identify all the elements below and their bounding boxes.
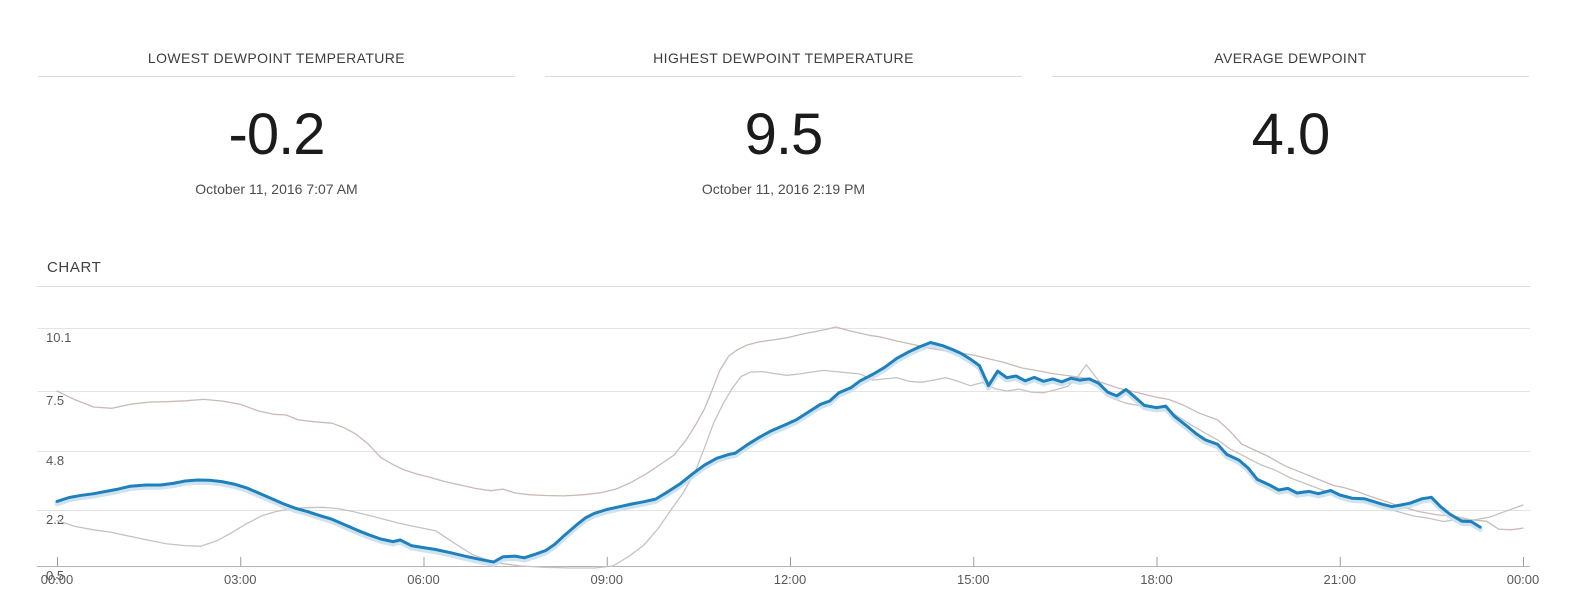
stat-title: AVERAGE DEWPOINT [1052, 51, 1529, 77]
x-tick-label: 00:00 [1507, 572, 1540, 587]
stat-timestamp: October 11, 2016 2:19 PM [701, 181, 866, 197]
stat-value: 9.5 [744, 102, 824, 167]
series-line-dewpoint [55, 341, 1482, 564]
stat-title: LOWEST DEWPOINT TEMPERATURE [38, 51, 515, 77]
stat-value: 4.0 [1251, 102, 1331, 167]
chart-section-divider [37, 286, 1530, 287]
y-tick-label: 10.1 [46, 330, 71, 345]
y-tick-label: 7.5 [46, 393, 64, 408]
series-line-secondary-gray [56, 364, 1524, 569]
stat-title: HIGHEST DEWPOINT TEMPERATURE [545, 51, 1022, 77]
stat-value: -0.2 [228, 102, 326, 167]
series-shadow-dewpoint [54, 342, 1483, 567]
stat-panel-average-dewpoint: AVERAGE DEWPOINT 4.0 [1052, 51, 1529, 197]
stats-row: LOWEST DEWPOINT TEMPERATURE -0.2 October… [38, 51, 1529, 197]
chart-section-title: CHART [47, 259, 102, 276]
x-tick-label: 09:00 [590, 572, 623, 587]
series-line-secondary-rose [56, 326, 1524, 531]
stat-timestamp: October 11, 2016 7:07 AM [195, 181, 358, 197]
y-tick-label: 0.5 [46, 568, 64, 583]
x-tick-label: 18:00 [1140, 572, 1173, 587]
chart-plot-area[interactable] [37, 310, 1530, 566]
x-tick-label: 00:00 [41, 572, 74, 587]
x-tick-label: 03:00 [224, 572, 257, 587]
stat-panel-lowest-dewpoint: LOWEST DEWPOINT TEMPERATURE -0.2 October… [38, 51, 515, 197]
y-tick-label: 2.2 [46, 512, 64, 527]
stat-panel-highest-dewpoint: HIGHEST DEWPOINT TEMPERATURE 9.5 October… [545, 51, 1022, 197]
x-tick-label: 12:00 [774, 572, 807, 587]
x-tick-label: 06:00 [407, 572, 440, 587]
x-tick-label: 21:00 [1323, 572, 1356, 587]
y-tick-label: 4.8 [46, 453, 64, 468]
x-tick-label: 15:00 [957, 572, 990, 587]
